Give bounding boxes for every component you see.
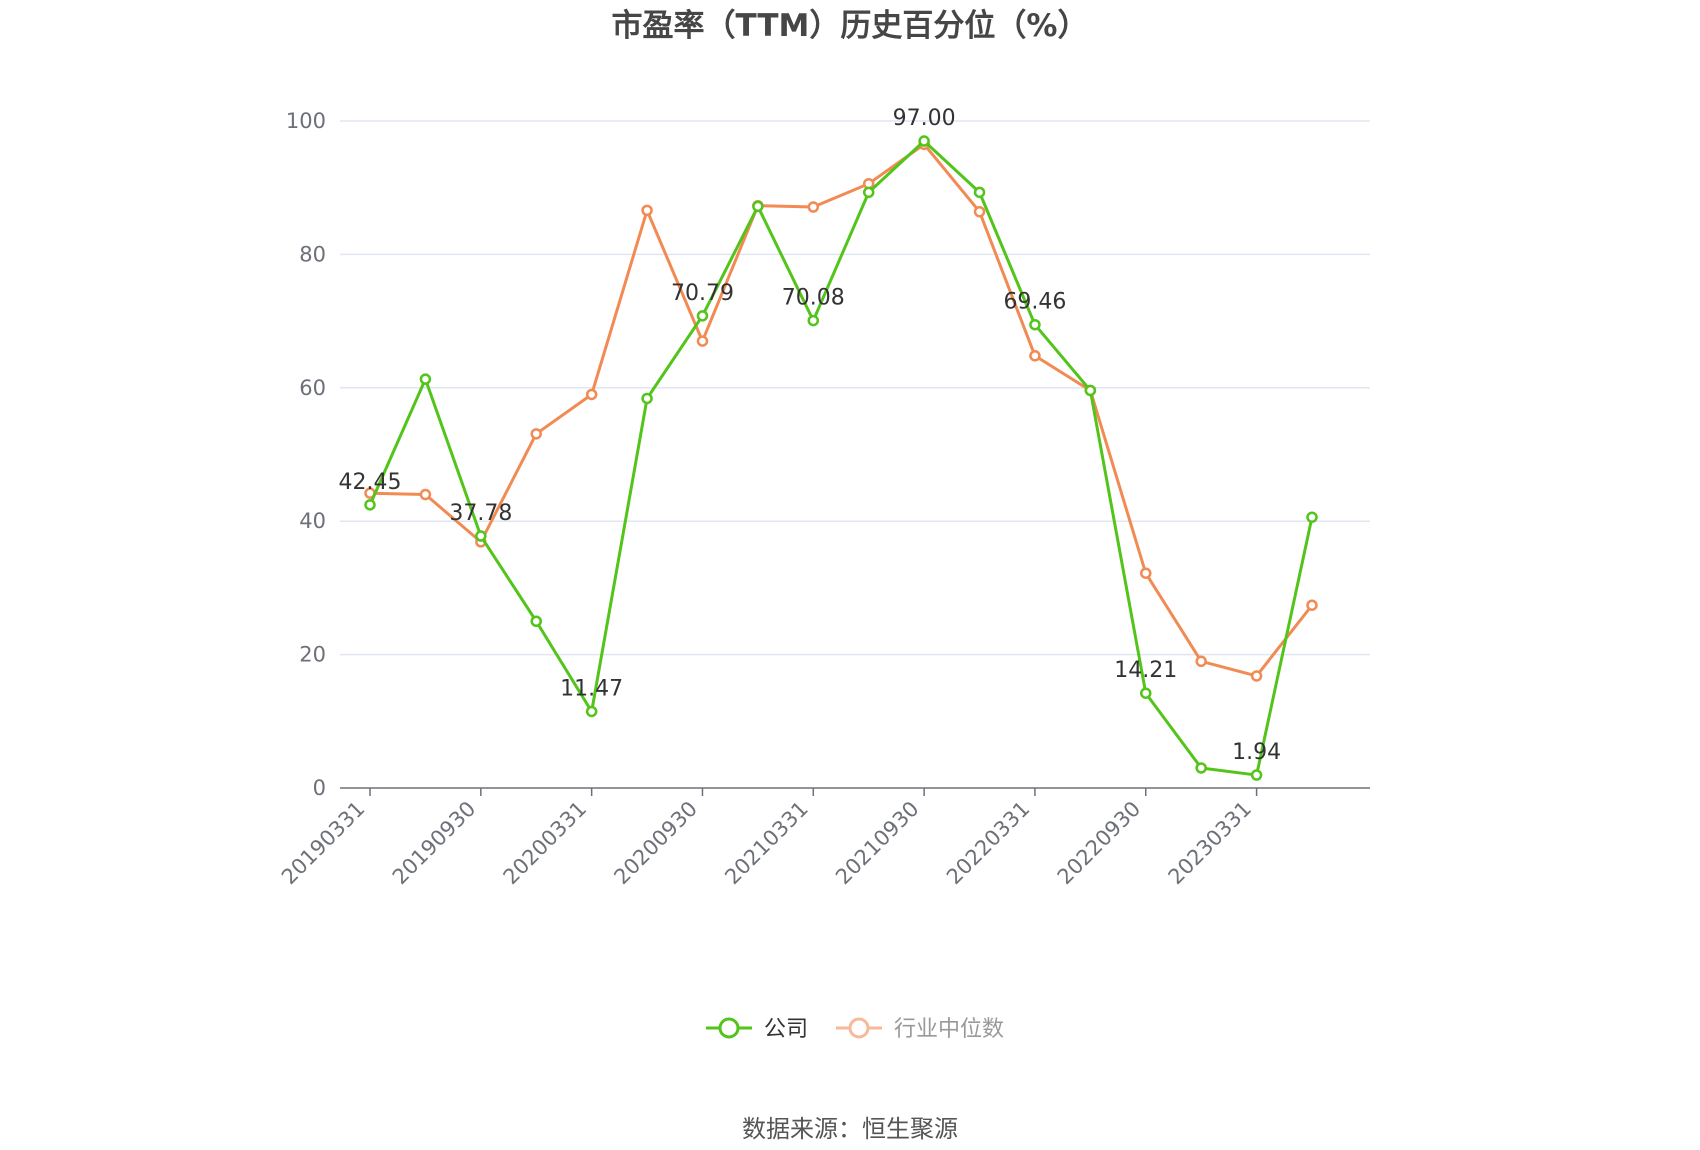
x-tick-label-20200331: 20200331: [499, 797, 592, 890]
series-line-0: [368, 139, 1314, 777]
data-label-4: 11.47: [560, 676, 623, 701]
data-point-s0-9: [862, 186, 875, 199]
data-point-s0-10: [918, 135, 930, 147]
legend-label-0: 公司: [764, 1017, 808, 1042]
data-point-s0-14: [1140, 687, 1152, 699]
data-point-s0-5: [641, 392, 653, 405]
data-point-s0-0: [364, 499, 376, 511]
data-point-s0-16: [1250, 769, 1263, 781]
data-point-s0-15: [1195, 762, 1207, 774]
data-label-14: 14.21: [1114, 658, 1177, 683]
y-tick-label-0: 0: [313, 776, 326, 800]
data-labels: 42.45 37.78 11.47 70.79 70.08 97.00 69.46 14.21…: [339, 106, 1282, 765]
data-point-s0-12: [1029, 318, 1041, 331]
x-tick-label-20220331: 20220331: [942, 797, 1035, 890]
data-point-s0-8: [807, 314, 820, 327]
data-point-s0-2: [475, 530, 487, 542]
y-tick-label-80: 80: [299, 242, 326, 266]
data-point-s0-4: [585, 705, 598, 718]
x-tick-label-20220930: 20220930: [1053, 797, 1146, 890]
data-point-s0-6: [696, 310, 709, 322]
y-tick-label-40: 40: [299, 509, 326, 533]
data-point-s1-8: [807, 201, 820, 213]
grid: [340, 120, 1370, 656]
data-point-s0-11: [973, 186, 986, 199]
data-point-s1-11: [973, 205, 986, 218]
source-note: 数据来源：恒生聚源: [742, 1115, 958, 1143]
data-point-s1-15: [1195, 655, 1207, 668]
series-lines: [364, 135, 1318, 781]
legend-marker-0: [718, 1017, 740, 1039]
data-point-s1-5: [641, 204, 653, 217]
data-point-s0-7: [752, 200, 764, 213]
data-point-s0-13: [1084, 384, 1097, 397]
data-label-6: 70.79: [671, 281, 734, 306]
data-label-0: 42.45: [339, 470, 402, 495]
data-point-s0-1: [419, 373, 432, 385]
data-point-s1-1: [419, 488, 432, 501]
data-point-s0-17: [1306, 511, 1318, 523]
data-label-12: 69.46: [1003, 290, 1066, 315]
legend: 公司 行业中位数: [706, 1017, 1004, 1042]
data-label-2: 37.78: [449, 501, 512, 526]
x-tick-label-20190930: 20190930: [388, 797, 481, 890]
data-label-10: 97.00: [893, 106, 956, 131]
x-tick-label-20230331: 20230331: [1164, 797, 1257, 890]
data-point-s1-17: [1306, 599, 1318, 611]
x-tick-label-20210930: 20210930: [831, 797, 924, 890]
data-point-s1-3: [530, 428, 542, 440]
data-point-s0-3: [530, 615, 542, 627]
data-point-s1-12: [1029, 350, 1041, 362]
data-point-s1-4: [585, 388, 598, 401]
y-tick-label-60: 60: [299, 376, 326, 400]
chart-title: 市盈率（TTM）历史百分位（%）: [612, 8, 1089, 44]
y-tick-label-100: 100: [286, 109, 326, 133]
legend-marker-1: [848, 1017, 870, 1039]
data-point-s1-6: [696, 335, 709, 347]
series-line-1: [369, 142, 1314, 678]
x-tick-label-20210331: 20210331: [720, 797, 813, 890]
x-tick-label-20200930: 20200930: [609, 797, 702, 890]
data-point-s1-14: [1140, 567, 1152, 579]
data-label-8: 70.08: [782, 286, 845, 311]
x-tick-label-20190331: 20190331: [277, 797, 370, 890]
y-tick-label-20: 20: [299, 643, 326, 667]
legend-label-1: 行业中位数: [894, 1017, 1004, 1042]
data-label-16: 1.94: [1232, 740, 1281, 765]
axes: 0 20 40 60 80 100 20190331 20190930 20200331 2020…: [277, 109, 1370, 889]
data-point-s1-16: [1250, 670, 1263, 682]
